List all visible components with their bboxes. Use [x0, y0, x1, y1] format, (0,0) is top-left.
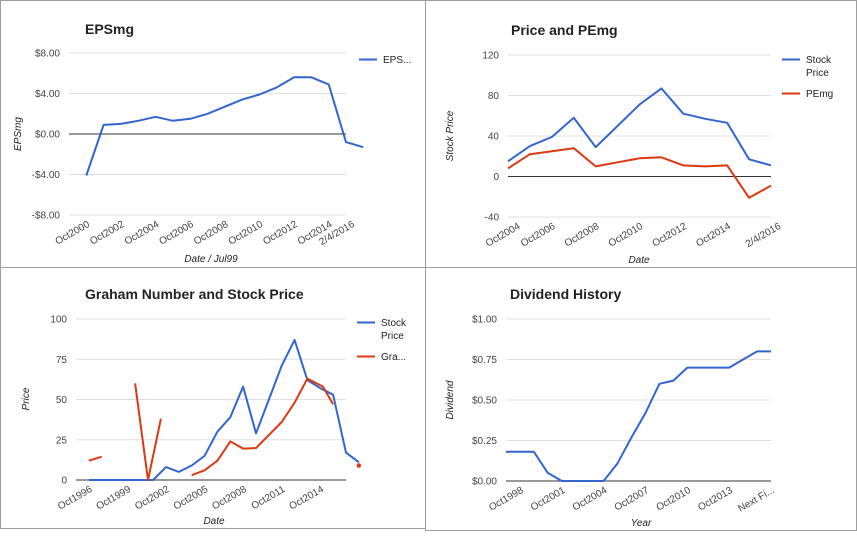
chart-title: EPSmg	[85, 21, 134, 37]
x-axis-label: Date / Jul99	[184, 254, 238, 265]
series-stock-price-line	[88, 338, 360, 481]
x-tick-label: Oct2007	[613, 485, 652, 514]
chart-title: Graham Number and Stock Price	[85, 286, 304, 302]
eps-chart-panel: EPSmg $8.00 $4.00 $0.00 -$4.00 -$8.00 Oct2000 O…	[0, 0, 426, 268]
y-tick-label: $4.00	[35, 89, 60, 100]
x-axis-label: Year	[631, 518, 652, 529]
y-tick-label: 120	[482, 51, 499, 62]
legend-pemg-label: PEmg	[806, 89, 833, 100]
x-tick-label: Oct2012	[261, 219, 300, 248]
series-stock-price-line	[507, 87, 772, 167]
x-tick-label: Oct1996	[56, 484, 95, 513]
y-tick-label: $0.50	[472, 396, 497, 407]
y-tick-label: 40	[488, 132, 500, 143]
dividend-chart: Dividend History $1.00 $0.75 $0.50 $0.25 $0.0…	[445, 286, 777, 529]
legend-eps-label: EPS...	[383, 55, 411, 66]
legend-stock-price-label: Stock Price	[381, 318, 407, 342]
eps-chart: EPSmg$8.00$4.00$0.00-$4.00-$8.00Oct2000O…	[13, 21, 411, 265]
x-tick-label: Oct2014	[694, 221, 733, 250]
x-tick-label: Oct1998	[487, 485, 526, 514]
x-tick-label: Oct2004	[484, 221, 523, 250]
series-pemg-line	[507, 147, 772, 199]
x-tick-label: Oct2005	[172, 484, 211, 513]
y-tick-label: -$8.00	[32, 211, 61, 222]
y-tick-label: $1.00	[472, 315, 497, 326]
y-tick-label: 0	[493, 172, 499, 183]
series-dividend-line	[506, 350, 771, 482]
x-tick-label: Oct2004	[123, 219, 162, 248]
x-tick-label: Oct2004	[571, 485, 610, 514]
y-axis-label: Stock Price	[445, 110, 456, 161]
y-tick-label: $0.00	[472, 477, 497, 488]
y-tick-label: 0	[61, 476, 67, 487]
y-tick-label: 75	[56, 355, 68, 366]
x-tick-label: Oct2010	[607, 221, 646, 250]
series-gra-line	[134, 383, 162, 481]
y-tick-label: -40	[485, 213, 500, 224]
x-tick-label: Oct2001	[529, 485, 568, 514]
x-tick-label: Oct2010	[227, 219, 266, 248]
x-tick-label: Oct2010	[655, 485, 694, 514]
series-gra-line	[88, 455, 102, 462]
legend-stock-price-label: Stock Price	[806, 55, 832, 79]
x-tick-label: Oct2011	[250, 484, 288, 512]
y-axis-label: Price	[21, 387, 32, 410]
series-gra-point	[356, 463, 362, 468]
y-tick-label: 80	[488, 91, 500, 102]
y-tick-label: $0.00	[35, 130, 60, 141]
x-tick-label: Oct1999	[95, 484, 134, 513]
y-tick-label: $0.75	[472, 355, 497, 366]
x-tick-label: Oct2008	[563, 221, 602, 250]
x-tick-label: Oct2013	[696, 485, 735, 514]
x-tick-label: Oct2006	[519, 221, 558, 250]
x-tick-label: Oct2008	[210, 484, 249, 513]
series-eps-line	[85, 76, 364, 176]
y-tick-label: 25	[56, 435, 68, 446]
graham-chart: Graham Number and Stock Price1007550250O…	[21, 286, 407, 527]
x-tick-label: Oct2006	[157, 219, 196, 248]
y-tick-label: 100	[50, 315, 67, 326]
x-tick-label: Next Fi...	[736, 485, 776, 515]
x-tick-label: Oct2012	[651, 221, 690, 250]
graham-chart-panel: Graham Number and Stock Price 100 75 50 25 0 O…	[0, 267, 426, 529]
legend-gra-label: Gra...	[381, 352, 406, 363]
x-axis-label: Date	[628, 255, 650, 266]
x-tick-label: Oct2000	[54, 219, 93, 248]
x-tick-label: Oct2002	[88, 219, 127, 248]
chart-title: Price and PEmg	[511, 22, 618, 38]
y-tick-label: $0.25	[472, 436, 497, 447]
chart-title: Dividend History	[510, 286, 621, 302]
series-gra-line	[191, 377, 334, 477]
y-axis-label: EPSmg	[13, 117, 24, 151]
x-tick-label: 2/4/2016	[744, 221, 784, 250]
dividend-chart-panel: Dividend History $1.00 $0.75 $0.50 $0.25 $0.0…	[425, 267, 857, 531]
x-tick-label: Oct2002	[133, 484, 172, 513]
x-tick-label: Oct2014	[288, 484, 327, 513]
x-axis-label: Date	[203, 516, 225, 527]
x-tick-label: Oct2008	[192, 219, 231, 248]
y-tick-label: 50	[56, 395, 68, 406]
y-tick-label: $8.00	[35, 49, 60, 60]
price-pe-chart-panel: Price and PEmg 120 80 40 0 -40 Oct2004 Oct2006 O…	[425, 0, 857, 268]
y-axis-label: Dividend	[445, 380, 456, 419]
y-tick-label: -$4.00	[32, 170, 61, 181]
